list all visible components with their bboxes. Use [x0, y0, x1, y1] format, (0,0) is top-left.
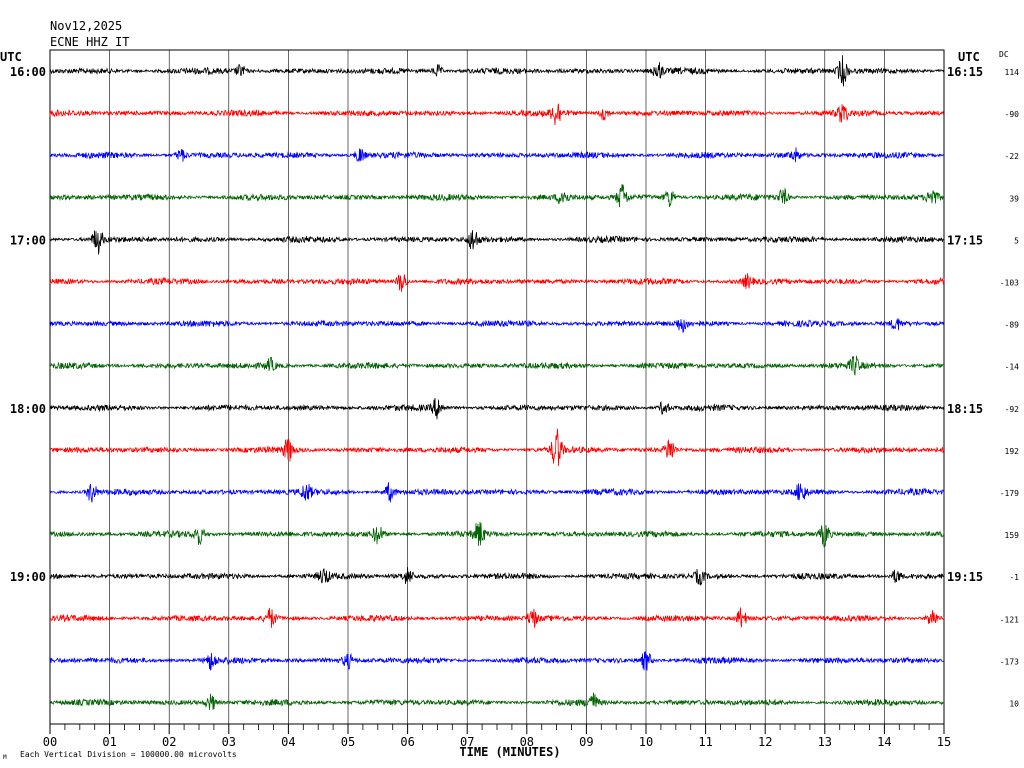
station-code: ECNE HHZ IT — [50, 35, 129, 49]
dc-title: DC — [999, 50, 1009, 59]
row-end-time: 19:15 — [947, 570, 983, 584]
x-tick-label: 02 — [162, 735, 176, 749]
dc-offset: -173 — [1000, 657, 1019, 666]
x-tick-label: 14 — [877, 735, 891, 749]
x-tick-label: 11 — [698, 735, 712, 749]
trace-row-15 — [49, 692, 945, 710]
dc-offset: -90 — [1005, 110, 1020, 119]
trace-row-12 — [49, 567, 945, 586]
seismic-traces — [49, 55, 945, 710]
trace-row-6 — [49, 318, 945, 334]
trace-row-9 — [49, 428, 945, 467]
row-start-time: 16:00 — [10, 65, 46, 79]
dc-offset: -89 — [1005, 321, 1020, 330]
dc-offset: -14 — [1005, 363, 1020, 372]
trace-row-13 — [49, 607, 945, 628]
row-start-time: 17:00 — [10, 233, 46, 247]
dc-offset: -103 — [1000, 279, 1019, 288]
dc-offset: 5 — [1014, 236, 1019, 245]
x-tick-label: 07 — [460, 735, 474, 749]
x-tick-label: 03 — [222, 735, 236, 749]
trace-row-0 — [49, 55, 945, 87]
trace-row-3 — [49, 184, 945, 208]
trace-row-5 — [49, 273, 945, 292]
x-tick-label: 15 — [937, 735, 951, 749]
dc-offset: 192 — [1005, 447, 1020, 456]
x-tick-label: 04 — [281, 735, 295, 749]
trace-row-14 — [49, 651, 945, 671]
row-end-time: 18:15 — [947, 402, 983, 416]
dc-offset: -92 — [1005, 405, 1020, 414]
dc-offset: -1 — [1009, 573, 1019, 582]
plot-grid — [49, 49, 945, 725]
dc-offset: -121 — [1000, 615, 1019, 624]
x-tick-label: 00 — [43, 735, 57, 749]
dc-offset: -22 — [1005, 152, 1020, 161]
x-tick-label: 06 — [400, 735, 414, 749]
row-end-time: 16:15 — [947, 65, 983, 79]
x-tick-label: 12 — [758, 735, 772, 749]
dc-offset: 159 — [1005, 531, 1020, 540]
x-tick-label: 10 — [639, 735, 653, 749]
right-utc-title: UTC — [958, 50, 980, 64]
trace-row-11 — [49, 521, 945, 548]
scale-note: Each Vertical Division = 100000.00 micro… — [20, 750, 237, 759]
x-tick-label: 05 — [341, 735, 355, 749]
trace-row-1 — [49, 103, 945, 126]
row-start-time: 18:00 — [10, 402, 46, 416]
logo-mark: M — [3, 754, 7, 761]
row-start-time: 19:00 — [10, 570, 46, 584]
trace-row-8 — [49, 397, 945, 420]
x-tick-label: 08 — [520, 735, 534, 749]
x-axis-title: TIME (MINUTES) — [459, 745, 560, 759]
dc-offset: 114 — [1005, 68, 1020, 77]
row-labels: 16:00 16:15 114 -90 -22 39 17:00 17:15 5 -103 -89 -… — [10, 65, 1019, 709]
plot-date: Nov12,2025 — [50, 19, 122, 33]
row-end-time: 17:15 — [947, 233, 983, 247]
x-tick-label: 01 — [102, 735, 116, 749]
dc-offset: -179 — [1000, 489, 1019, 498]
trace-row-2 — [49, 147, 945, 163]
trace-row-4 — [49, 230, 945, 255]
x-tick-label: 13 — [818, 735, 832, 749]
dc-offset: 39 — [1009, 194, 1019, 203]
left-utc-title: UTC — [0, 50, 22, 64]
trace-row-7 — [49, 355, 944, 376]
plot-frame — [49, 49, 945, 725]
trace-row-10 — [49, 482, 945, 503]
x-axis: 00 01 02 03 04 05 06 07 08 09 10 11 12 13 14 15 — [43, 724, 951, 749]
x-tick-label: 09 — [579, 735, 593, 749]
dc-offset: 10 — [1009, 700, 1019, 709]
